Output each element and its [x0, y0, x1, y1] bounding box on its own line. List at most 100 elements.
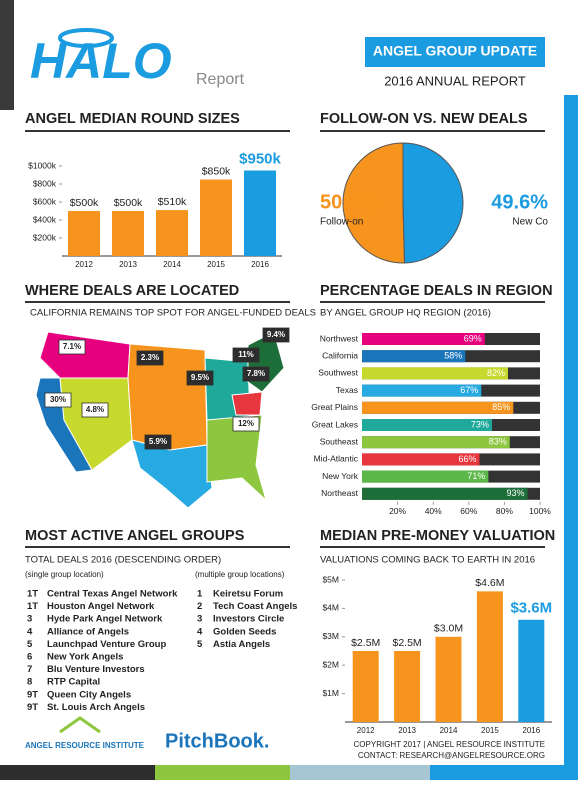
map-callout — [58, 339, 86, 355]
x-tick-label: 2012 — [75, 260, 93, 269]
right-stripe — [564, 95, 578, 765]
map-callout — [144, 434, 172, 450]
category-label: Southwest — [318, 368, 358, 378]
column-heading: (single group location) — [25, 570, 104, 579]
rank: 3 — [197, 614, 202, 625]
value-label: $500k — [70, 197, 99, 209]
logo: HALO — [30, 33, 172, 89]
bar — [362, 470, 489, 483]
rank: 1T — [27, 601, 38, 612]
bar — [518, 619, 545, 722]
map-label: 30% — [50, 395, 66, 404]
value-label: $3.6M — [510, 600, 552, 617]
map-label: 9.4% — [267, 330, 285, 339]
category-label: New York — [322, 471, 359, 481]
footer-stripe — [290, 765, 430, 780]
category-label: Great Plains — [311, 402, 358, 412]
x-tick-label: 2015 — [481, 726, 499, 735]
x-tick-label: 2013 — [119, 260, 137, 269]
x-tick-label: 40% — [425, 506, 442, 516]
bar — [362, 350, 466, 363]
rank: 3 — [27, 614, 32, 625]
value-label: $2.5M — [393, 637, 422, 649]
x-tick-label: 100% — [529, 506, 551, 516]
value-label: $4.6M — [475, 577, 504, 589]
value-label: $500k — [114, 197, 143, 209]
bar — [362, 384, 482, 397]
group-name: Hyde Park Angel Network — [47, 614, 163, 625]
value-label: 71% — [467, 471, 485, 481]
category-label: Northeast — [321, 488, 358, 498]
rank: 5 — [27, 639, 33, 650]
group-name: Central Texas Angel Network — [47, 589, 178, 600]
map-label: 7.8% — [247, 369, 265, 378]
value-label: 93% — [507, 488, 525, 498]
group-name: Alliance of Angels — [47, 626, 129, 637]
bar — [362, 453, 480, 466]
bar — [362, 436, 510, 449]
footer-stripe — [155, 765, 290, 780]
map-callout — [232, 416, 260, 432]
y-tick-label: $1000k — [28, 160, 57, 170]
map-region — [131, 439, 213, 509]
category-label: Southeast — [320, 436, 359, 446]
badge — [365, 37, 545, 67]
value-label: 50.4% — [320, 191, 377, 213]
group-name: St. Louis Arch Angels — [47, 702, 145, 713]
x-tick-label: 80% — [496, 506, 513, 516]
map-callout — [186, 370, 214, 386]
category-label: Texas — [336, 385, 358, 395]
group-name: RTP Capital — [47, 677, 100, 688]
ari-logo — [59, 716, 101, 734]
map-label: 9.5% — [191, 373, 209, 382]
section-subtitle: CALIFORNIA REMAINS TOP SPOT FOR ANGEL-FU… — [30, 308, 316, 319]
map-label: 7.1% — [63, 342, 81, 351]
section-subtitle: BY ANGEL GROUP HQ REGION (2016) — [320, 308, 491, 319]
map-region — [59, 377, 133, 471]
value-label: 83% — [489, 437, 507, 447]
bar — [244, 170, 276, 256]
group-name: Houston Angel Network — [47, 601, 155, 612]
map-callout — [44, 392, 72, 408]
bar — [362, 401, 514, 414]
y-tick-label: $200k — [33, 232, 57, 242]
bar — [476, 591, 503, 722]
bar — [352, 651, 379, 722]
x-tick-label: 2016 — [522, 726, 540, 735]
y-tick-label: $400k — [33, 214, 57, 224]
category-label: Northwest — [320, 333, 359, 343]
value-label: 67% — [460, 385, 478, 395]
group-name: Launchpad Venture Group — [47, 639, 166, 650]
copyright: COPYRIGHT 2017 | ANGEL RESOURCE INSTITUT… — [354, 740, 545, 749]
map-label: 2.3% — [141, 353, 159, 362]
x-tick-label: 2016 — [251, 260, 269, 269]
category-label: California — [322, 350, 358, 360]
y-tick-label: $3M — [322, 631, 339, 641]
map-callout — [232, 347, 260, 363]
value-label: 82% — [487, 368, 505, 378]
bar — [394, 651, 421, 722]
y-tick-label: $1M — [322, 688, 339, 698]
bar — [112, 211, 144, 256]
value-label: 66% — [458, 454, 476, 464]
value-label: 73% — [471, 419, 489, 429]
rank: 5 — [197, 639, 203, 650]
legend-label: New Co — [512, 217, 548, 228]
rank: 9T — [27, 702, 38, 713]
x-tick-label: 2013 — [398, 726, 416, 735]
logo-sub: Report — [196, 71, 245, 88]
group-name: New York Angels — [47, 652, 123, 663]
section-title: MOST ACTIVE ANGEL GROUPS — [25, 528, 245, 544]
value-label: 69% — [464, 333, 482, 343]
group-name: Keiretsu Forum — [213, 589, 283, 600]
section-title: PERCENTAGE DEALS IN REGION — [320, 283, 553, 299]
section-subtitle: TOTAL DEALS 2016 (DESCENDING ORDER) — [25, 555, 221, 566]
rank: 4 — [27, 626, 33, 637]
rank: 4 — [197, 626, 203, 637]
y-tick-label: $5M — [322, 574, 339, 584]
map-label: 12% — [238, 419, 254, 428]
contact: CONTACT: RESEARCH@ANGELRESOURCE.ORG — [358, 751, 545, 760]
column-heading: (multiple group locations) — [195, 570, 285, 579]
value-label: $2.5M — [351, 637, 380, 649]
bar — [362, 367, 508, 380]
